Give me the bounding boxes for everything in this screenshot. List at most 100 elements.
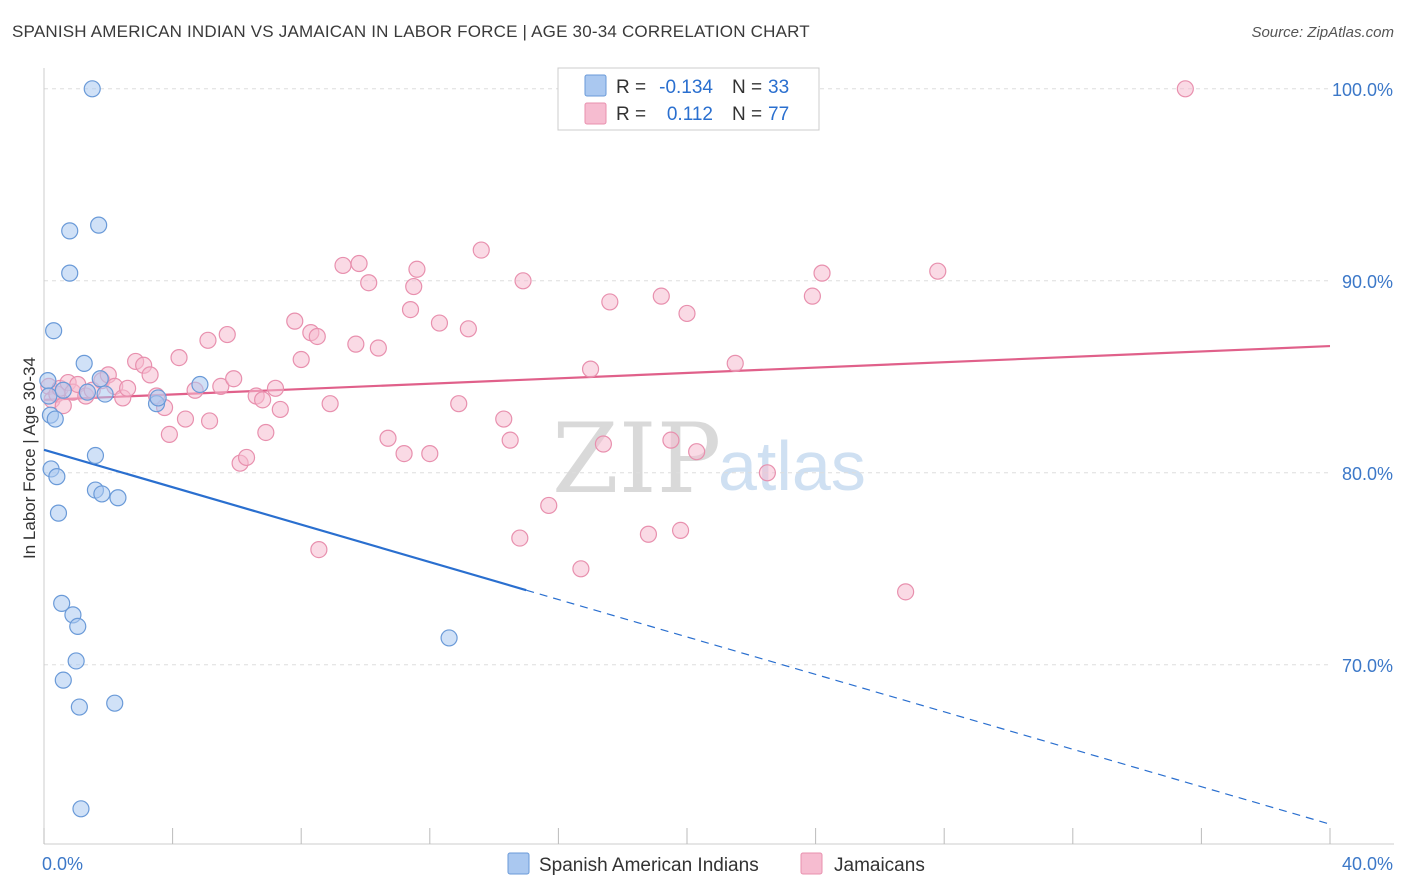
point-jamaican	[540, 496, 558, 515]
legend-n-value: 33	[768, 77, 789, 98]
point-jamaican	[141, 366, 159, 384]
legend-swatch-pink	[584, 102, 607, 125]
point-jamaican	[379, 429, 397, 447]
legend-swatch-blue	[584, 74, 607, 97]
point-jamaican	[639, 525, 658, 543]
point-jamaican	[292, 350, 310, 369]
point-jamaican	[671, 521, 690, 540]
point-spanish-american-indian	[440, 629, 458, 647]
point-spanish-american-indian	[90, 216, 108, 234]
point-spanish-american-indian	[93, 485, 111, 503]
point-jamaican	[225, 370, 243, 388]
point-jamaican	[176, 410, 195, 428]
y-tick-label: 100.0%	[1332, 80, 1393, 100]
point-spanish-american-indian	[75, 354, 93, 372]
point-jamaican	[929, 262, 947, 280]
y-tick-label: 90.0%	[1342, 272, 1393, 292]
legend-r-label: R =	[616, 77, 646, 98]
point-spanish-american-indian	[109, 489, 127, 507]
point-spanish-american-indian	[61, 264, 79, 282]
point-jamaican	[897, 583, 915, 601]
watermark-atlas: atlas	[718, 427, 866, 505]
point-jamaican	[334, 256, 352, 275]
point-jamaican	[514, 272, 532, 290]
y-tick-label: 80.0%	[1342, 464, 1393, 484]
point-spanish-american-indian	[39, 372, 57, 390]
point-jamaican	[401, 301, 420, 319]
point-spanish-american-indian	[45, 322, 63, 340]
point-jamaican	[408, 260, 426, 278]
point-jamaican	[360, 274, 378, 292]
legend-r-value: 0.112	[667, 104, 713, 125]
point-jamaican	[601, 293, 619, 311]
point-jamaican	[271, 400, 289, 419]
point-spanish-american-indian	[106, 694, 124, 712]
x-tick-label: 40.0%	[1342, 854, 1393, 874]
point-spanish-american-indian	[78, 383, 97, 401]
point-jamaican	[405, 277, 423, 296]
point-spanish-american-indian	[49, 504, 68, 522]
point-jamaican	[459, 320, 477, 338]
point-jamaican	[813, 264, 831, 282]
point-jamaican	[662, 431, 680, 449]
point-jamaican	[1176, 80, 1194, 98]
point-jamaican	[286, 312, 304, 330]
point-spanish-american-indian	[54, 381, 72, 399]
series-legend: Spanish American Indians Jamaicans	[507, 852, 925, 876]
point-jamaican	[803, 287, 821, 305]
point-jamaican	[321, 395, 339, 413]
point-jamaican	[511, 529, 529, 547]
point-jamaican	[308, 327, 326, 346]
point-spanish-american-indian	[46, 410, 64, 428]
y-tick-label: 70.0%	[1342, 656, 1393, 676]
data-points	[39, 80, 1194, 818]
point-jamaican	[160, 425, 178, 443]
point-jamaican	[199, 331, 217, 349]
legend-n-label: N =	[732, 77, 762, 98]
point-spanish-american-indian	[67, 652, 85, 670]
point-spanish-american-indian	[48, 468, 66, 486]
point-jamaican	[758, 464, 776, 482]
point-jamaican	[310, 540, 328, 559]
point-spanish-american-indian	[61, 222, 79, 240]
point-jamaican	[218, 325, 236, 344]
point-spanish-american-indian	[53, 594, 71, 612]
point-spanish-american-indian	[40, 387, 58, 405]
y-axis-title: In Labor Force | Age 30-34	[20, 357, 39, 559]
trendline-spanish-american-indians	[43, 448, 527, 592]
point-jamaican	[421, 445, 439, 463]
point-spanish-american-indian	[149, 389, 167, 407]
point-spanish-american-indian	[91, 370, 109, 388]
point-jamaican	[350, 254, 368, 273]
point-jamaican	[430, 314, 449, 332]
point-jamaican	[450, 395, 468, 413]
chart-source: Source: ZipAtlas.com	[1251, 24, 1394, 41]
point-jamaican	[581, 360, 600, 378]
point-jamaican	[212, 377, 230, 395]
point-jamaican	[495, 410, 513, 428]
point-jamaican	[266, 379, 285, 397]
point-jamaican	[572, 560, 590, 578]
point-jamaican	[347, 335, 365, 353]
legend-swatch-jamaicans	[800, 852, 823, 875]
point-jamaican	[594, 435, 613, 453]
legend-r-value: -0.134	[659, 77, 713, 98]
point-spanish-american-indian	[70, 698, 88, 716]
point-jamaican	[200, 412, 219, 430]
legend-n-label: N =	[732, 104, 762, 125]
grid-lines: 70.0% 80.0% 90.0% 100.0%	[44, 80, 1393, 676]
legend-r-label: R =	[616, 104, 646, 125]
legend-label-spanish-american-indians: Spanish American Indians	[539, 855, 759, 876]
point-jamaican	[237, 448, 256, 467]
legend-label-jamaicans: Jamaicans	[834, 855, 925, 876]
point-spanish-american-indian	[54, 671, 72, 689]
legend-n-value: 77	[768, 104, 789, 125]
point-jamaican	[369, 339, 387, 357]
axes: 0.0% 40.0%	[42, 68, 1394, 874]
point-jamaican	[254, 391, 272, 409]
watermark: ZIP atlas	[552, 403, 866, 515]
point-jamaican	[395, 445, 413, 463]
point-spanish-american-indian	[83, 80, 101, 98]
point-jamaican	[652, 287, 670, 305]
